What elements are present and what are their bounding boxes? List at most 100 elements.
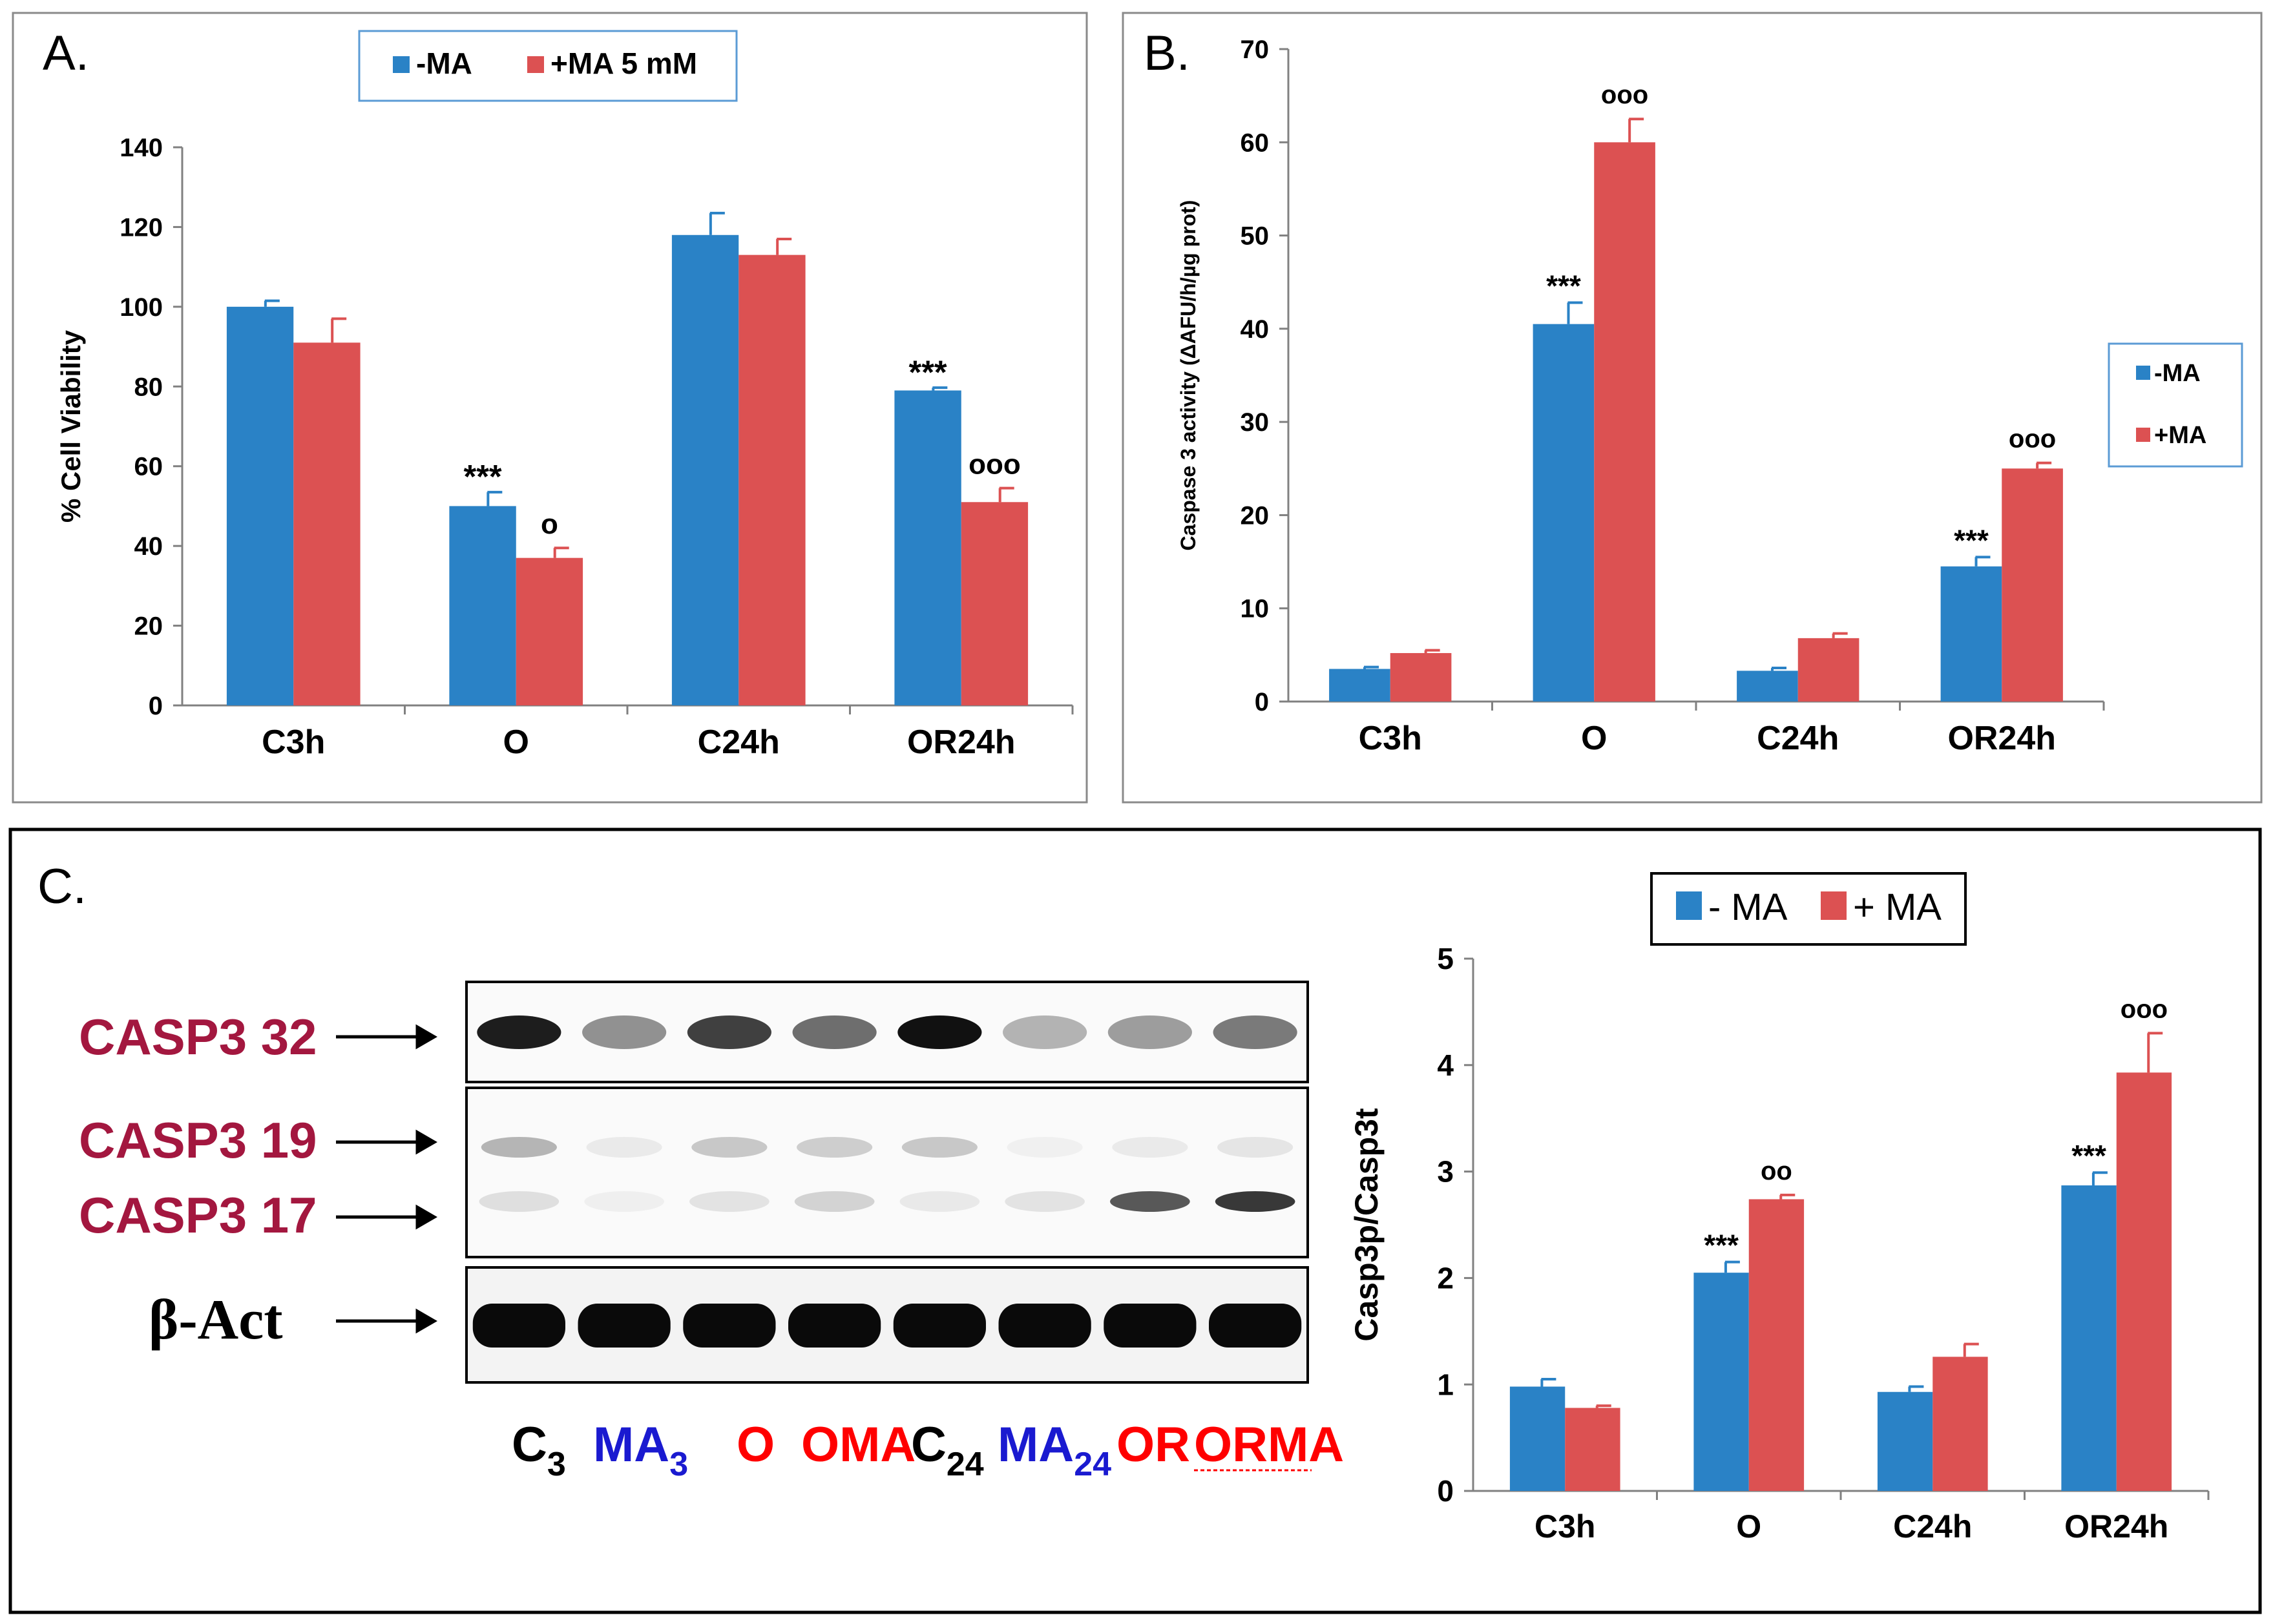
bar--MA-O xyxy=(449,506,516,705)
y-tick-label: 0 xyxy=(1437,1474,1454,1508)
blot-lane-labels: C3 MA3 O OMAC24 MA24 ORORMA xyxy=(512,1417,1344,1483)
x-tick-label: O xyxy=(1581,720,1607,757)
significance-mark: ooo xyxy=(2121,995,2168,1023)
panel-b-chart: 0 10 20 30 40 50 60 70 C3h O C24h OR24h *** ooo *** ooo… xyxy=(1177,36,2105,757)
band-casp3-19 xyxy=(481,1137,557,1158)
y-tick-label: 2 xyxy=(1437,1262,1454,1295)
panel-c-legend: - MA + MA xyxy=(1650,872,1967,946)
bar--MA-OR24h xyxy=(894,390,961,705)
band-casp3-19 xyxy=(797,1137,873,1158)
y-tick-label: 30 xyxy=(1241,408,1270,437)
bar-+MA-C3h xyxy=(1565,1408,1620,1491)
lane-label-base: C xyxy=(512,1417,547,1472)
panel-b-frame xyxy=(1122,12,2263,804)
blot-row-labels: CASP3 32 CASP3 19 CASP3 17 β-Act xyxy=(79,1008,317,1351)
bar-+MA5mM-C24h xyxy=(738,255,806,706)
panel-a-frame xyxy=(12,12,1088,804)
blot-label-casp3-19: CASP3 19 xyxy=(79,1112,317,1169)
legend-swatch-minus xyxy=(2136,366,2150,380)
arrowhead-casp3-17 xyxy=(415,1204,438,1230)
y-tick-label: 70 xyxy=(1241,36,1270,64)
band-casp3-17 xyxy=(1215,1191,1295,1212)
x-tick-label: C3h xyxy=(1535,1508,1595,1545)
panel-b-label: B. xyxy=(1144,26,1190,81)
x-tick-label: C24h xyxy=(1893,1508,1972,1545)
western-blot: CASP3 32 CASP3 19 CASP3 17 β-Act C3 MA3 O O… xyxy=(79,981,1344,1483)
y-tick-label: 120 xyxy=(120,213,163,242)
y-tick-label: 0 xyxy=(149,692,163,720)
significance-mark: oo xyxy=(1761,1157,1792,1185)
band-casp3-19 xyxy=(691,1137,768,1158)
bar-+MA-C3h xyxy=(1390,652,1452,702)
blot-arrows xyxy=(336,1024,438,1334)
y-axis-label: Caspase 3 activity (ΔAFU/h/µg prot) xyxy=(1177,200,1200,551)
legend-label-plus: +MA xyxy=(2154,422,2206,449)
y-tick-label: 1 xyxy=(1437,1368,1454,1401)
bar--MA-C3h xyxy=(226,306,294,705)
panel-c-label: C. xyxy=(37,859,87,914)
bar--MA-O xyxy=(1693,1273,1749,1491)
significance-mark: *** xyxy=(1546,269,1581,302)
blot-membrane-1 xyxy=(465,981,1309,1083)
y-axis-label: Casp3p/Casp3t xyxy=(1348,1108,1385,1342)
band-casp3-17 xyxy=(479,1191,560,1212)
lane-label-subscript: 24 xyxy=(1074,1446,1111,1483)
lane-label-base: MA xyxy=(593,1417,669,1472)
significance-mark: *** xyxy=(1704,1229,1739,1262)
x-tick-label: O xyxy=(503,724,529,761)
bar-+MA5mM-OR24h xyxy=(961,502,1029,705)
band-casp3-17 xyxy=(689,1191,770,1212)
significance-mark: o xyxy=(541,508,558,540)
y-tick-label: 80 xyxy=(134,373,163,401)
bar--MA-C24h xyxy=(1877,1391,1933,1491)
lane-label-subscript: 3 xyxy=(669,1446,688,1483)
blot-label-casp3-32: CASP3 32 xyxy=(79,1008,317,1065)
band-casp3-19 xyxy=(1217,1137,1294,1158)
x-tick-label: OR24h xyxy=(907,724,1016,761)
lane-label-base: OMA xyxy=(801,1417,916,1472)
band-casp3-32 xyxy=(582,1015,667,1049)
legend-frame xyxy=(358,30,738,102)
significance-mark: ooo xyxy=(2009,425,2056,453)
y-tick-label: 5 xyxy=(1437,942,1454,975)
bar-+MA-C24h xyxy=(1933,1357,1988,1491)
band-casp3-17 xyxy=(1005,1191,1085,1212)
band-casp3-17 xyxy=(1110,1191,1190,1212)
arrowhead-casp3-19 xyxy=(415,1129,438,1155)
significance-mark: ooo xyxy=(1601,81,1648,109)
blot-membrane-2 xyxy=(465,1087,1309,1258)
legend-frame xyxy=(2108,342,2243,468)
bar-+MA-O xyxy=(1748,1199,1805,1491)
significance-mark: ooo xyxy=(969,449,1021,481)
band-beta-actin xyxy=(788,1304,881,1348)
band-casp3-19 xyxy=(901,1137,978,1158)
band-casp3-17 xyxy=(899,1191,980,1212)
band-beta-actin xyxy=(1104,1304,1197,1348)
y-tick-label: 100 xyxy=(120,293,163,322)
y-tick-label: 20 xyxy=(134,612,163,641)
band-casp3-19 xyxy=(1112,1137,1188,1158)
y-tick-label: 4 xyxy=(1437,1048,1454,1082)
legend-label-plus: +MA 5 mM xyxy=(550,47,697,80)
y-axis-label: % Cell Viability xyxy=(56,329,86,523)
significance-mark: *** xyxy=(2071,1139,2106,1172)
band-beta-actin xyxy=(1209,1304,1302,1348)
lane-label-base: O xyxy=(737,1417,775,1472)
lane-label-base: OR xyxy=(1116,1417,1190,1472)
y-tick-label: 20 xyxy=(1241,501,1270,530)
bar--MA-C24h xyxy=(1737,671,1798,702)
y-tick-label: 0 xyxy=(1255,688,1269,716)
band-beta-actin xyxy=(893,1304,986,1348)
band-beta-actin xyxy=(472,1304,565,1348)
bar-+MA-C24h xyxy=(1797,638,1859,702)
y-tick-label: 10 xyxy=(1241,595,1270,623)
bar-+MA5mM-C3h xyxy=(293,342,361,705)
band-casp3-32 xyxy=(477,1015,561,1049)
arrowhead-beta-actin xyxy=(415,1308,438,1334)
legend-swatch-plus xyxy=(527,56,544,73)
legend-swatch-minus xyxy=(393,56,410,73)
x-tick-label: C3h xyxy=(262,724,325,761)
bar--MA-OR24h xyxy=(2061,1185,2117,1491)
x-tick-label: C3h xyxy=(1359,720,1422,757)
y-tick-label: 60 xyxy=(1241,129,1270,157)
